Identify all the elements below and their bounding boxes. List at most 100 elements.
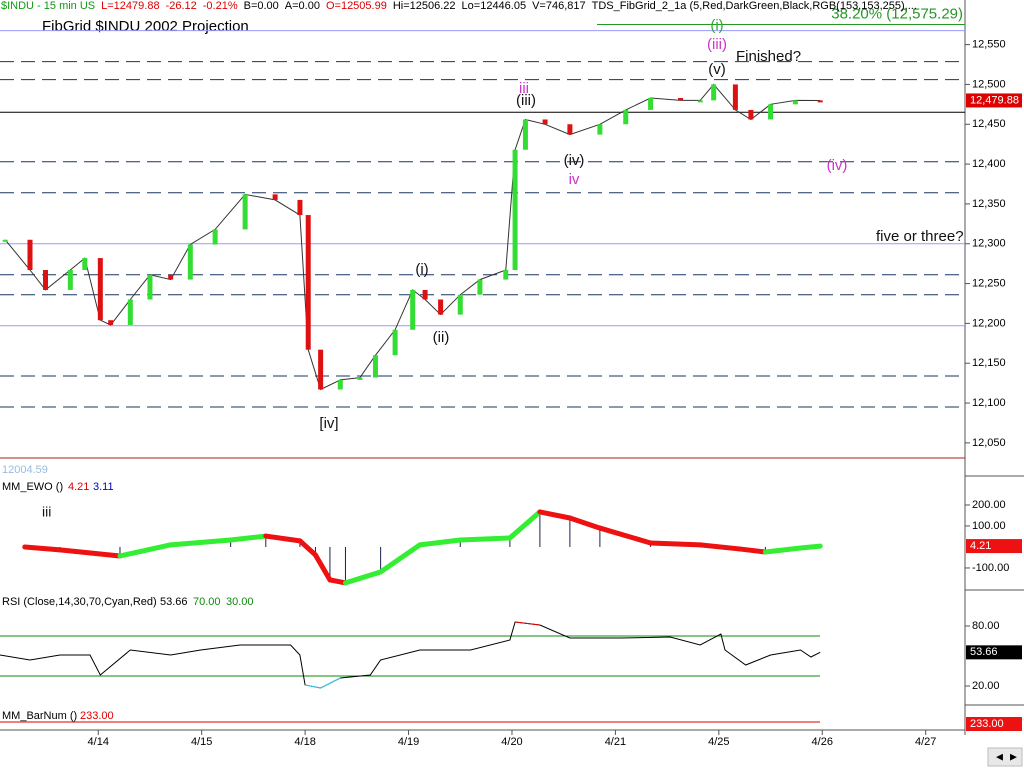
ewo-segment xyxy=(798,543,823,551)
value-tag: 4.21 xyxy=(970,540,991,552)
status-item: O=12505.99 xyxy=(325,0,387,12)
candle xyxy=(597,124,603,135)
wave-label: (iv) xyxy=(564,152,585,169)
value-tag: 53.66 xyxy=(970,646,998,658)
y-tick-label: 20.00 xyxy=(972,680,1000,692)
band-label: 30.00 xyxy=(226,596,254,608)
y-tick-label: -100.00 xyxy=(972,562,1009,574)
y-tick-label: 12,450 xyxy=(972,118,1006,130)
y-tick-label: 12,550 xyxy=(972,39,1006,51)
chart-title: FibGrid $INDU 2002 Projection xyxy=(42,18,249,35)
panel-label: RSI (Close,14,30,70,Cyan,Red) xyxy=(2,596,157,608)
candle xyxy=(768,104,774,120)
ewo-segment xyxy=(297,538,318,558)
candle xyxy=(357,377,363,380)
candle xyxy=(272,194,278,200)
ewo-segment xyxy=(327,577,348,586)
candle xyxy=(697,100,703,103)
candle xyxy=(792,100,798,105)
status-item: TDS_FibGrid_2_1a (5,Red,DarkGreen,Black,… xyxy=(591,0,917,12)
ewo-segment xyxy=(697,542,744,552)
wave-label: iii xyxy=(519,80,529,97)
candle xyxy=(43,270,49,290)
candle xyxy=(648,97,654,110)
candle xyxy=(297,199,303,216)
x-tick-label: 4/25 xyxy=(708,736,729,748)
candle xyxy=(567,124,573,135)
ewo-segment xyxy=(738,546,768,555)
panel-value: 3.11 xyxy=(93,481,114,493)
ewo-segment xyxy=(263,533,303,544)
candle xyxy=(147,274,153,300)
y-tick-label: 200.00 xyxy=(972,499,1006,511)
wave-label: Finished? xyxy=(736,48,801,65)
status-item: L=12479.88 xyxy=(101,0,160,12)
scroll-control[interactable] xyxy=(987,747,1023,767)
candle xyxy=(242,194,248,230)
value-tag-box xyxy=(966,93,1022,108)
y-tick-label: 12,500 xyxy=(972,78,1006,90)
candle xyxy=(438,299,444,315)
candle xyxy=(67,270,73,290)
status-item: Lo=12446.05 xyxy=(461,0,527,12)
candle xyxy=(748,109,754,120)
candle xyxy=(503,270,509,280)
value-tag: 233.00 xyxy=(970,718,1004,730)
ewo-segment xyxy=(648,540,703,548)
y-tick-label: 12,250 xyxy=(972,277,1006,289)
wave-label: [iv] xyxy=(319,415,338,432)
y-tick-label: 80.00 xyxy=(972,620,1000,632)
band-label: 70.00 xyxy=(193,596,221,608)
ewo-segment xyxy=(597,525,654,546)
series-line xyxy=(4,83,821,391)
wave-label: iv xyxy=(569,171,580,188)
candle xyxy=(108,320,114,325)
ewo-segment xyxy=(378,542,423,575)
value-tag-box xyxy=(966,645,1022,660)
wave-label: (i) xyxy=(710,17,723,34)
ewo-segment xyxy=(168,537,234,548)
status-item: -0.21% xyxy=(202,0,238,12)
candle xyxy=(542,119,548,125)
ewo-segment xyxy=(507,509,543,541)
value-tag: 12,479.88 xyxy=(970,94,1019,106)
wave-label: five or three? xyxy=(876,228,964,245)
y-tick-label: 12,050 xyxy=(972,437,1006,449)
panel-label: MM_EWO () xyxy=(2,481,63,493)
candle xyxy=(623,109,629,125)
ewo-segment xyxy=(22,544,63,553)
panel-value: 233.00 xyxy=(80,710,114,722)
x-tick-label: 4/20 xyxy=(501,736,522,748)
rsi-extreme xyxy=(305,684,321,689)
y-tick-label: 12,100 xyxy=(972,397,1006,409)
y-tick-label: 12,150 xyxy=(972,357,1006,369)
candle xyxy=(732,84,738,110)
candle xyxy=(337,379,343,390)
candle xyxy=(168,274,174,280)
series-line xyxy=(0,621,821,689)
candle xyxy=(97,258,103,321)
y-tick-label: 12,400 xyxy=(972,158,1006,170)
wave-label: (iii) xyxy=(516,92,536,109)
candle xyxy=(711,84,717,101)
rsi-extreme xyxy=(515,621,540,626)
status-item: A=0.00 xyxy=(284,0,320,12)
scroll-left[interactable]: ◀ xyxy=(996,751,1003,761)
candle xyxy=(392,329,398,356)
rsi-extreme xyxy=(320,677,341,689)
candle xyxy=(477,279,483,295)
panel-label: MM_BarNum () xyxy=(2,710,77,722)
panel-value: 53.66 xyxy=(160,596,188,608)
scroll-right[interactable]: ▶ xyxy=(1010,751,1017,761)
x-tick-label: 4/18 xyxy=(294,736,315,748)
status-item: -26.12 xyxy=(165,0,197,12)
ewo-segment xyxy=(417,537,463,548)
ewo-segment xyxy=(57,547,123,559)
candle xyxy=(187,244,193,280)
candle xyxy=(817,100,823,103)
candle xyxy=(372,355,378,378)
ewo-segment xyxy=(567,515,603,531)
ewo-segment xyxy=(537,509,573,521)
